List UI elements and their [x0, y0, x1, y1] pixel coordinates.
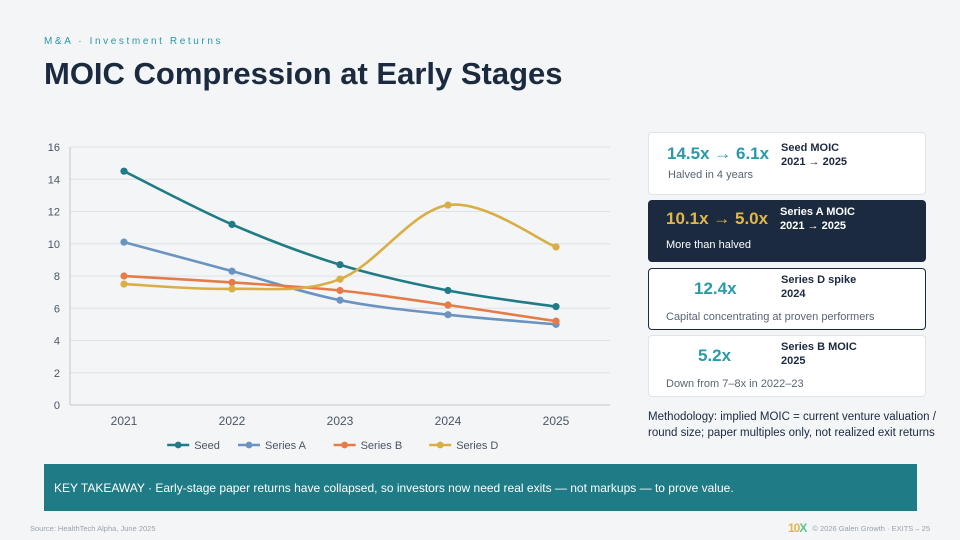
y-tick-label: 0	[54, 400, 60, 412]
data-point-series-d	[228, 285, 236, 293]
seed-moic-card: 14.5x → 6.1x Seed MOIC 2021 → 2025 Halve…	[648, 132, 926, 195]
card-subtext: Capital concentrating at proven performe…	[666, 311, 875, 323]
data-point-series-d	[336, 275, 344, 283]
legend-marker-series-a	[245, 441, 253, 449]
data-point-series-b	[228, 278, 236, 287]
y-tick-label: 16	[48, 142, 60, 154]
y-tick-label: 10	[48, 239, 60, 251]
data-point-series-b	[552, 317, 560, 325]
card-value: 10.1x → 5.0x	[666, 209, 769, 228]
data-point-series-b	[444, 301, 452, 309]
card-label-line2: 2025	[781, 355, 806, 367]
data-point-series-d	[120, 280, 128, 288]
card-label-line1: Series A MOIC	[780, 206, 855, 218]
y-tick-label: 6	[54, 303, 60, 315]
page-title: MOIC Compression at Early Stages	[44, 56, 563, 91]
card-label: Seed MOIC 2021 → 2025	[781, 141, 847, 169]
y-tick-label: 8	[54, 271, 60, 283]
series-b-moic-card: 5.2x Series B MOIC 2025 Down from 7–8x i…	[648, 335, 926, 397]
source-note: Source: HealthTech Alpha, June 2025	[30, 524, 156, 533]
y-tick-label: 2	[54, 368, 60, 380]
card-value: 14.5x → 6.1x	[667, 144, 770, 163]
y-tick-label: 12	[48, 207, 60, 219]
line-chart: 0 2 4 6 8 10 12 14 16 2021 2022 2023 2024 2025 Seed Ser…	[48, 142, 610, 452]
data-point-seed	[120, 167, 128, 175]
data-point-seed	[552, 303, 560, 311]
x-tick-label: 2022	[219, 414, 246, 428]
card-label-line2: 2021 → 2025	[781, 156, 848, 168]
series-d-spike-card: 12.4x Series D spike 2024 Capital concen…	[648, 268, 926, 330]
data-point-series-b	[336, 286, 344, 295]
legend-marker-series-b	[341, 441, 348, 449]
brand-logo: 10X	[787, 521, 807, 535]
data-point-series-a	[336, 296, 344, 304]
x-tick-label: 2024	[435, 414, 462, 428]
x-tick-label: 2023	[327, 414, 354, 428]
data-point-seed	[228, 220, 236, 228]
card-subtext: Halved in 4 years	[668, 169, 753, 181]
key-takeaway-banner: KEY TAKEAWAY · Early-stage paper returns…	[44, 464, 917, 511]
legend-marker-seed	[174, 441, 182, 449]
data-point-series-b	[120, 272, 128, 280]
series-line-seed	[123, 170, 557, 308]
card-value: 12.4x	[694, 279, 737, 298]
card-label: Series B MOIC 2025	[781, 340, 857, 368]
legend-label-series-a: Series A	[265, 440, 307, 452]
legend-label-seed: Seed	[194, 440, 220, 452]
card-label: Series A MOIC 2021 → 2025	[780, 205, 855, 233]
legend-label-series-d: Series D	[456, 440, 498, 452]
data-point-series-d	[552, 243, 560, 251]
legend-label-series-b: Series B	[361, 440, 403, 452]
data-point-seed	[444, 286, 452, 295]
legend-marker-series-d	[436, 441, 444, 449]
data-point-series-a	[444, 311, 452, 319]
card-subtext: More than halved	[666, 239, 751, 251]
y-tick-label: 4	[54, 336, 60, 348]
copyright-text: © 2026 Galen Growth · EXITS – 25	[812, 523, 930, 533]
card-label-line1: Series D spike	[781, 274, 857, 286]
series-a-moic-card: 10.1x → 5.0x Series A MOIC 2021 → 2025 M…	[648, 200, 926, 262]
card-label-line1: Seed MOIC	[781, 142, 840, 154]
data-point-series-a	[120, 238, 128, 246]
methodology-note: Methodology: implied MOIC = current vent…	[648, 411, 936, 439]
x-tick-label: 2025	[543, 414, 570, 428]
card-label-line2: 2024	[781, 288, 806, 300]
data-point-seed	[336, 261, 344, 269]
x-tick-label: 2021	[111, 414, 138, 428]
card-label-line1: Series B MOIC	[781, 341, 857, 353]
card-label-line2: 2021 → 2025	[780, 220, 847, 232]
card-label: Series D spike 2024	[781, 273, 856, 301]
data-point-series-d	[444, 201, 452, 209]
footer-branding: 10X © 2026 Galen Growth · EXITS – 25	[788, 521, 930, 535]
data-point-series-a	[228, 267, 236, 275]
eyebrow: M&A · Investment Returns	[44, 36, 224, 47]
card-subtext: Down from 7–8x in 2022–23	[666, 378, 804, 390]
card-value: 5.2x	[698, 346, 732, 365]
y-tick-label: 14	[48, 174, 60, 186]
